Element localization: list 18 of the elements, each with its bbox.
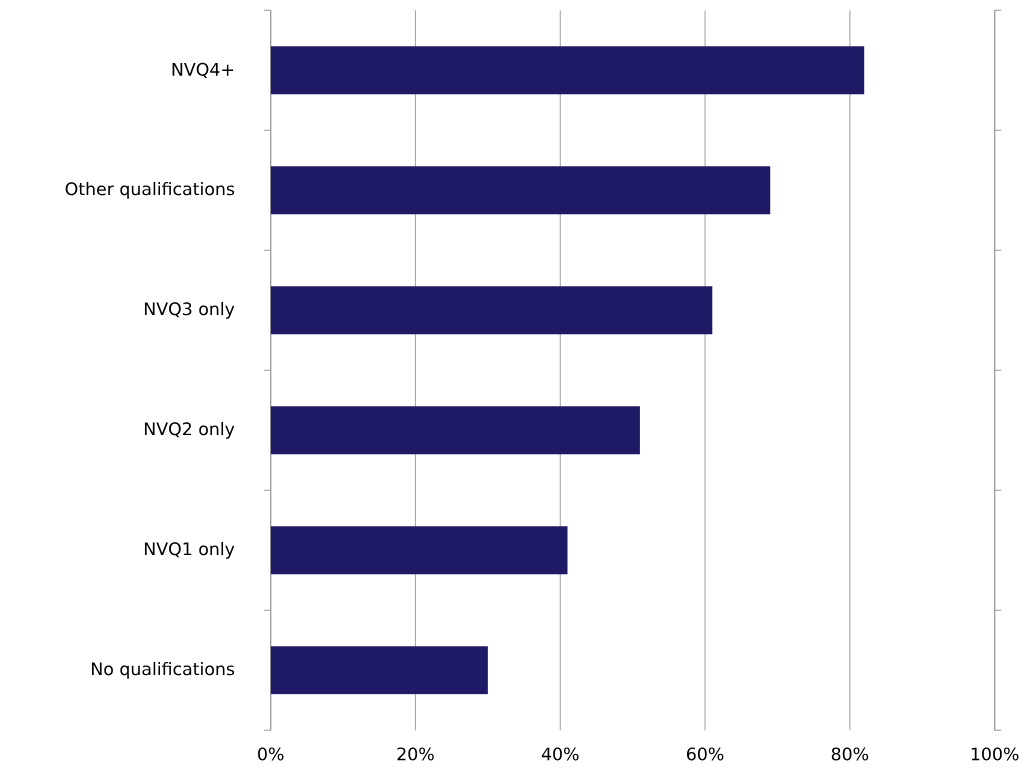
x-tick-label: 80% — [831, 747, 869, 761]
y-tick-label: Other qualifications — [65, 181, 235, 199]
x-tick-label: 100% — [971, 747, 1019, 761]
x-tick-label: 40% — [541, 747, 579, 761]
y-tick-label: NVQ2 only — [144, 421, 235, 439]
y-tick-label: NVQ4+ — [172, 62, 234, 78]
bar — [270, 406, 640, 455]
y-tick-label: NVQ1 only — [144, 541, 235, 559]
x-tick-label: 60% — [687, 747, 724, 761]
bar — [270, 286, 713, 335]
y-tick-label: NVQ3 only — [144, 301, 235, 319]
y-tick-label: No qualifications — [92, 661, 235, 679]
bar — [270, 526, 568, 575]
bar — [270, 166, 771, 215]
x-tick-label: 0% — [258, 747, 284, 761]
bar — [270, 646, 488, 695]
x-tick-label: 20% — [397, 747, 434, 761]
bar — [270, 46, 865, 95]
